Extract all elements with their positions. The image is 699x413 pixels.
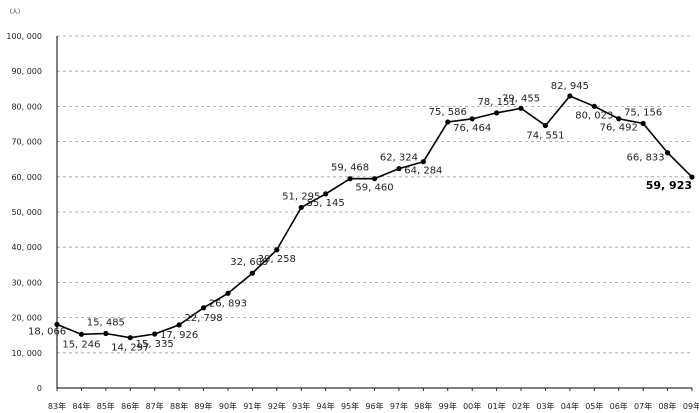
data-point [225, 291, 230, 296]
data-label: 17, 926 [160, 330, 198, 341]
x-tick-label: 84年 [72, 401, 90, 411]
data-point [665, 150, 670, 155]
x-tick-label: 96年 [365, 401, 383, 411]
data-label: 59, 460 [355, 183, 393, 194]
y-tick-label: 30, 000 [11, 278, 42, 287]
x-tick-label: 09年 [683, 401, 699, 411]
y-tick-label: 20, 000 [11, 314, 42, 323]
data-label: 82, 945 [551, 81, 589, 92]
y-tick-label: 100, 000 [6, 32, 42, 41]
data-point [518, 106, 523, 111]
x-tick-label: 05年 [585, 401, 603, 411]
data-point [177, 322, 182, 327]
data-point [641, 121, 646, 126]
data-point [445, 119, 450, 124]
data-label: 74, 551 [526, 131, 564, 142]
y-axis-ticks: 0 10, 000 20, 000 30, 000 40, 000 50, 000 60, … [6, 32, 42, 393]
data-point [592, 104, 597, 109]
x-tick-label: 07年 [634, 401, 652, 411]
data-label: 39, 258 [258, 254, 296, 265]
x-axis-ticks: 83年 84年 85年 86年 87年 88年 89年 90年 91年 92年 93年 94年 95年 9… [48, 388, 699, 411]
data-points [54, 93, 694, 340]
axes [57, 36, 692, 388]
gridlines [57, 36, 692, 353]
y-tick-label: 60, 000 [11, 173, 42, 182]
x-tick-label: 86年 [121, 401, 139, 411]
x-tick-label: 87年 [146, 401, 164, 411]
y-tick-label: 90, 000 [11, 67, 42, 76]
x-tick-label: 89年 [194, 401, 212, 411]
data-label: 59, 468 [331, 163, 369, 174]
data-point [543, 123, 548, 128]
x-tick-label: 02年 [512, 401, 530, 411]
y-tick-label: 50, 000 [11, 208, 42, 217]
data-point [128, 335, 133, 340]
data-point [494, 110, 499, 115]
data-label: 75, 586 [429, 107, 467, 118]
data-point [323, 191, 328, 196]
data-point [567, 93, 572, 98]
data-point [274, 247, 279, 252]
data-point [79, 332, 84, 337]
data-label: 18, 066 [28, 326, 66, 337]
data-label: 15, 485 [87, 317, 125, 328]
data-point [372, 176, 377, 181]
x-tick-label: 93年 [292, 401, 310, 411]
data-point [470, 116, 475, 121]
x-tick-label: 95年 [341, 401, 359, 411]
x-tick-label: 97年 [390, 401, 408, 411]
x-tick-label: 92年 [268, 401, 286, 411]
x-tick-label: 90年 [219, 401, 237, 411]
data-label: 26, 893 [209, 298, 247, 309]
data-point [103, 331, 108, 336]
data-point [347, 176, 352, 181]
x-tick-label: 03年 [536, 401, 554, 411]
data-label: 80, 023 [575, 110, 613, 121]
data-point [421, 159, 426, 164]
x-tick-label: 88年 [170, 401, 188, 411]
x-tick-label: 01年 [488, 401, 506, 411]
y-tick-label: 40, 000 [11, 243, 42, 252]
x-tick-label: 83年 [48, 401, 66, 411]
data-point [152, 331, 157, 336]
x-tick-label: 91年 [243, 401, 261, 411]
x-tick-label: 00年 [463, 401, 481, 411]
data-point [616, 116, 621, 121]
data-label: 59, 923 [646, 179, 692, 192]
x-tick-label: 99年 [439, 401, 457, 411]
x-tick-label: 08年 [658, 401, 676, 411]
y-tick-label: 70, 000 [11, 138, 42, 147]
y-tick-label: 10, 000 [11, 349, 42, 358]
x-tick-label: 04年 [561, 401, 579, 411]
data-label: 62, 324 [380, 153, 418, 164]
x-tick-label: 94年 [317, 401, 335, 411]
data-point [250, 271, 255, 276]
data-label: 15, 246 [62, 339, 100, 350]
data-label: 76, 492 [600, 123, 638, 134]
x-tick-label: 06年 [610, 401, 628, 411]
data-label: 79, 455 [502, 93, 540, 104]
data-label: 76, 464 [453, 123, 491, 134]
data-point [201, 305, 206, 310]
x-tick-label: 85年 [97, 401, 115, 411]
data-label: 22, 798 [184, 313, 222, 324]
data-label: 75, 156 [624, 107, 662, 118]
data-label: 55, 145 [307, 198, 345, 209]
y-tick-label: 0 [37, 384, 42, 393]
data-point [299, 205, 304, 210]
data-label: 66, 833 [626, 153, 664, 164]
y-unit-label: （人） [6, 9, 24, 16]
x-tick-label: 98年 [414, 401, 432, 411]
y-tick-label: 80, 000 [11, 102, 42, 111]
data-label: 64, 284 [404, 166, 442, 177]
data-point [396, 166, 401, 171]
series-line [57, 96, 692, 338]
